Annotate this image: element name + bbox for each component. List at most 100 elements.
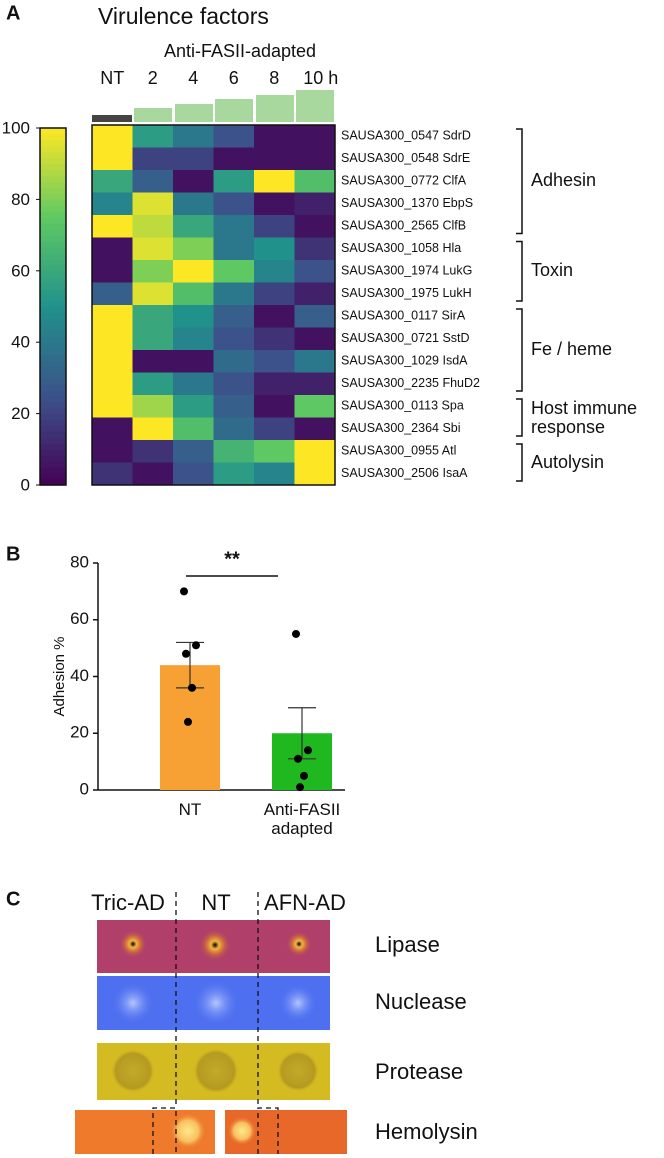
lipase-halo xyxy=(286,931,312,957)
heatmap-cell xyxy=(132,417,174,441)
heatmap-cell xyxy=(92,282,133,306)
heatmap-cell xyxy=(213,260,255,283)
heatmap-cell xyxy=(254,282,295,306)
heatmap-cell xyxy=(173,305,214,328)
column-label: Tric-AD xyxy=(91,890,165,915)
heatmap-cell xyxy=(213,192,255,216)
colorbar-tick-label: 0 xyxy=(21,475,30,494)
group-label: Host immune response xyxy=(531,397,638,437)
heatmap-cell xyxy=(294,417,336,441)
heatmap-cell xyxy=(92,215,133,238)
heatmap-cell xyxy=(132,260,174,283)
heatmap-cell xyxy=(254,440,295,463)
group-bracket xyxy=(516,443,523,482)
colorbar-segment xyxy=(40,354,66,361)
heatmap-cell xyxy=(92,305,133,328)
heatmap-cell xyxy=(294,395,336,418)
row-label: SAUSA300_1975 LukH xyxy=(341,286,472,300)
heatmap-cell xyxy=(132,192,174,216)
colorbar-segment xyxy=(40,157,66,165)
protease-halo xyxy=(277,1050,319,1092)
data-point xyxy=(292,629,300,638)
row-label: SAUSA300_0547 SdrD xyxy=(341,129,471,143)
heatmap-cell xyxy=(294,372,336,396)
heatmap-cell xyxy=(132,350,174,373)
colorbar-segment xyxy=(40,139,66,147)
colorbar-segment xyxy=(40,443,66,450)
heatmap-cell xyxy=(213,125,255,148)
heatmap-cell xyxy=(213,327,255,351)
heatmap-cell xyxy=(92,260,133,283)
panel-label: A xyxy=(6,2,20,24)
heatmap-cell xyxy=(92,327,133,351)
data-point xyxy=(300,771,308,780)
colorbar-segment xyxy=(40,401,66,409)
colorbar-segment xyxy=(40,205,66,212)
data-point xyxy=(180,587,188,596)
heatmap-cell xyxy=(132,327,174,351)
nuclease-halo xyxy=(111,981,155,1025)
x-tick-label: Anti-FASII adapted xyxy=(263,800,341,838)
heatmap-cell xyxy=(173,282,214,306)
x-tick-label: NT xyxy=(178,800,202,819)
heatmap-cell xyxy=(132,440,174,463)
heatmap-cell xyxy=(254,417,295,441)
colorbar-segment xyxy=(40,318,66,325)
colorbar-segment xyxy=(40,389,66,397)
heatmap-cell xyxy=(294,305,336,328)
colorbar-segment xyxy=(40,181,66,189)
heatmap-cell xyxy=(173,395,214,418)
colorbar-segment xyxy=(40,241,66,248)
heatmap-cell xyxy=(254,327,295,351)
chart-title: Virulence factors xyxy=(98,3,269,29)
heatmap-cell xyxy=(92,440,133,463)
row-label: SAUSA300_0772 ClfA xyxy=(341,174,467,188)
column-label: 6 xyxy=(229,68,239,88)
heatmap-cell xyxy=(92,462,133,486)
heatmap-cell xyxy=(132,125,174,148)
column-label: 4 xyxy=(188,68,198,88)
protease-halo xyxy=(193,1048,239,1094)
colorbar-segment xyxy=(40,175,66,183)
colorbar-tick-label: 80 xyxy=(11,190,30,209)
colorbar-segment xyxy=(40,169,66,177)
heatmap-cell xyxy=(294,282,336,306)
heatmap-cell xyxy=(173,260,214,283)
heatmap-cell xyxy=(254,372,295,396)
data-point xyxy=(182,649,190,658)
heatmap-cell xyxy=(173,147,214,171)
column-label: NT xyxy=(100,68,124,88)
heatmap-cell xyxy=(294,147,336,171)
assay-label: Hemolysin xyxy=(375,1119,478,1144)
group-label: Autolysin xyxy=(531,451,605,472)
nt-bar xyxy=(92,115,132,122)
heatmap-cell xyxy=(132,305,174,328)
heatmap-cell xyxy=(173,462,214,486)
heatmap-cell xyxy=(294,350,336,373)
colorbar-segment xyxy=(40,258,66,266)
heatmap-cell xyxy=(254,305,295,328)
y-tick-label: 20 xyxy=(70,723,89,742)
heatmap-cell xyxy=(294,215,336,238)
data-point xyxy=(188,683,196,692)
panel-label: B xyxy=(6,543,20,565)
heatmap-cell xyxy=(254,395,295,418)
row-label: SAUSA300_0955 Atl xyxy=(341,444,456,458)
row-label: SAUSA300_0117 SirA xyxy=(341,309,466,323)
heatmap-cell xyxy=(132,282,174,306)
heatmap-cell xyxy=(173,327,214,351)
heatmap-cell xyxy=(294,440,336,463)
heatmap-cell xyxy=(254,192,295,216)
heatmap-cell xyxy=(213,440,255,463)
row-label: SAUSA300_2364 Sbi xyxy=(341,421,461,435)
colorbar-segment xyxy=(40,467,66,474)
assay-label: Nuclease xyxy=(375,989,467,1014)
group-label: Adhesin xyxy=(531,170,597,191)
heatmap-cell xyxy=(213,282,255,306)
heatmap-cell xyxy=(254,215,295,238)
colorbar-segment xyxy=(40,479,66,486)
colorbar-segment xyxy=(40,235,66,242)
heatmap-cell xyxy=(294,237,336,261)
hemolysin-halo xyxy=(170,1113,206,1149)
